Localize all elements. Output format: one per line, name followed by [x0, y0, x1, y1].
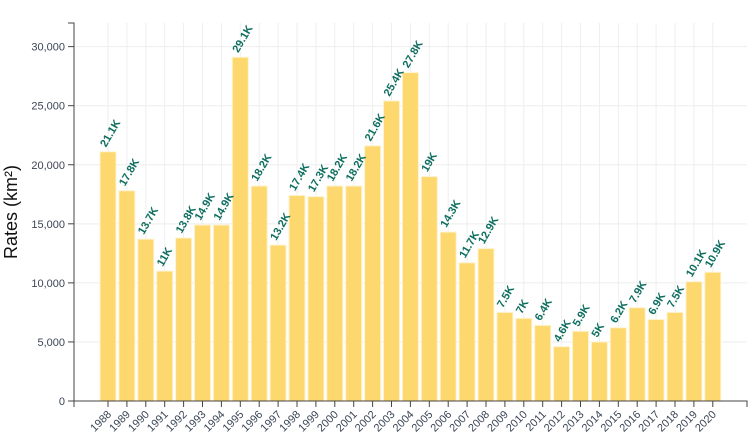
bar-2013	[572, 330, 589, 402]
y-tick-label: 0	[59, 396, 65, 408]
data-label: 17.8K	[117, 157, 142, 188]
data-label: 12.9K	[476, 215, 501, 246]
bar-1997	[269, 244, 287, 402]
data-label: 29.1K	[231, 23, 256, 54]
bar-1999	[307, 196, 325, 402]
bar-2008	[477, 248, 495, 402]
data-label: 14.3K	[438, 198, 463, 229]
bar-2003	[383, 100, 400, 402]
bar-2006	[439, 231, 457, 402]
bar-1990	[137, 238, 155, 402]
bar-2012	[553, 346, 571, 402]
x-tick-label: 2020	[693, 409, 719, 435]
bar-1989	[118, 190, 136, 402]
bar-1991	[156, 270, 174, 402]
data-label: 7K	[514, 298, 531, 316]
data-label: 6.2K	[609, 299, 631, 325]
data-label: 6.4K	[533, 297, 555, 323]
bar-2016	[628, 307, 646, 402]
bar-2001	[345, 185, 363, 402]
data-label: 21.1K	[98, 118, 123, 149]
bar-2000	[326, 185, 344, 402]
data-label: 5.9K	[571, 303, 593, 329]
bar-2019	[685, 281, 703, 402]
y-tick-label: 15,000	[31, 219, 65, 231]
bar-1993	[194, 224, 211, 402]
bar-2007	[458, 262, 476, 402]
y-axis-line	[68, 22, 75, 401]
y-tick-label: 10,000	[31, 278, 65, 290]
bar-2004	[401, 72, 419, 402]
bars	[99, 56, 722, 402]
bar-1995	[231, 56, 249, 402]
bar-2018	[666, 311, 684, 402]
bar-1998	[288, 194, 306, 402]
data-label: 27.8K	[401, 39, 426, 70]
data-label: 19K	[420, 151, 441, 175]
data-label: 18.2K	[249, 152, 274, 183]
bar-2011	[534, 324, 552, 402]
bar-2020	[704, 271, 722, 402]
data-label: 7.5K	[495, 284, 517, 310]
bar-2015	[609, 327, 627, 402]
bar-1994	[212, 224, 230, 402]
y-tick-label: 20,000	[31, 160, 65, 172]
bar-2005	[420, 176, 438, 402]
data-label: 7.5K	[665, 284, 687, 310]
data-label: 13.7K	[136, 205, 161, 236]
bar-2002	[364, 145, 382, 402]
bar-2017	[647, 318, 665, 402]
bar-1996	[250, 185, 268, 402]
y-axis-title: Rates (km²)	[1, 165, 21, 259]
data-label: 11K	[155, 246, 175, 269]
data-label: 5K	[590, 321, 607, 339]
y-tick-label: 30,000	[31, 42, 65, 54]
bar-1988	[99, 151, 117, 402]
bar-2010	[515, 317, 533, 402]
y-tick-label: 5,000	[37, 337, 65, 349]
bar-2014	[590, 341, 608, 402]
x-axis: 1988198919901991199219931994199519961997…	[73, 400, 748, 435]
y-tick-label: 25,000	[31, 101, 65, 113]
y-axis: 0 5,000 10,000 15,000 20,000 25,000 30,000	[31, 22, 75, 408]
bar-2009	[496, 311, 514, 402]
bar-1992	[175, 237, 193, 402]
